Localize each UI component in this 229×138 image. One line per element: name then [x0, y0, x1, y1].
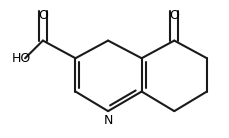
Text: N: N [103, 114, 112, 127]
Text: O: O [38, 9, 48, 22]
Text: O: O [169, 9, 178, 22]
Text: HO: HO [11, 52, 30, 65]
